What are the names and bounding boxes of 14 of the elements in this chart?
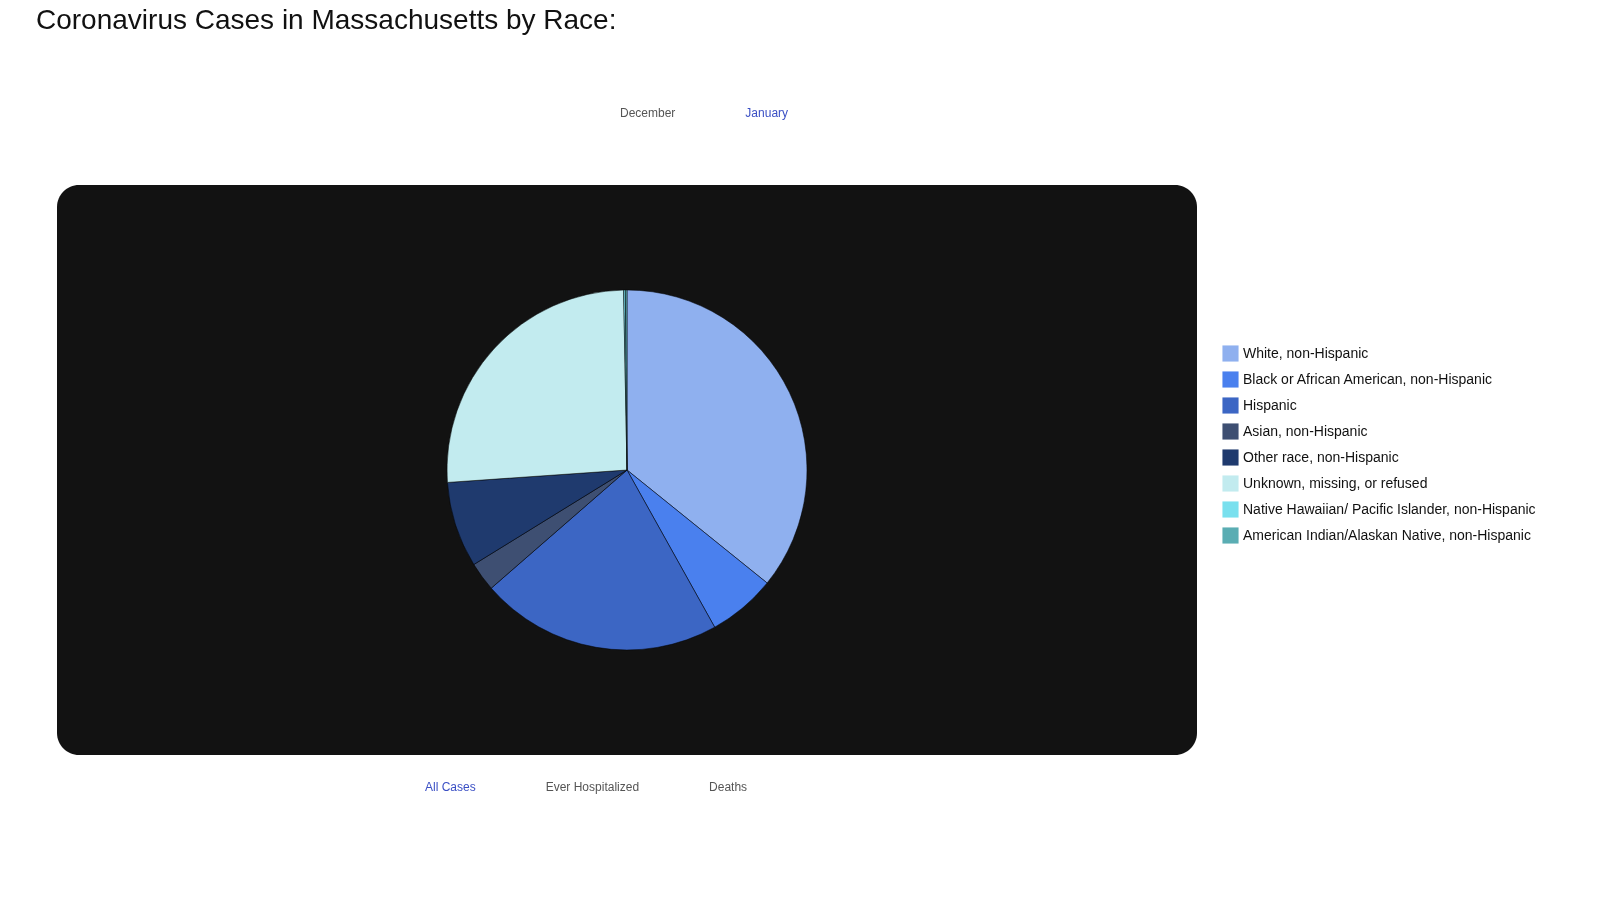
legend-label: Unknown, missing, or refused [1243, 474, 1428, 491]
chart-title: Coronavirus Cases in Massachusetts by Race: [36, 4, 618, 36]
text: All Cases [425, 780, 476, 794]
legend-label: Other race, non-Hispanic [1243, 448, 1399, 465]
legend-label: Asian, non-Hispanic [1243, 422, 1368, 439]
text: January [745, 106, 789, 120]
text: Ever Hospitalized [545, 780, 640, 794]
legend-label: Hispanic [1243, 396, 1297, 413]
legend-label: Native Hawaiian/ Pacific Islander, non-Hispanic [1243, 500, 1536, 517]
text: Deaths [709, 780, 748, 794]
legend-label: American Indian/Alaskan Native, non-Hispanic [1243, 526, 1531, 543]
legend-label: Black or African American, non-Hispanic [1243, 370, 1492, 387]
text: December [620, 106, 676, 120]
legend-label: White, non-Hispanic [1243, 344, 1369, 361]
